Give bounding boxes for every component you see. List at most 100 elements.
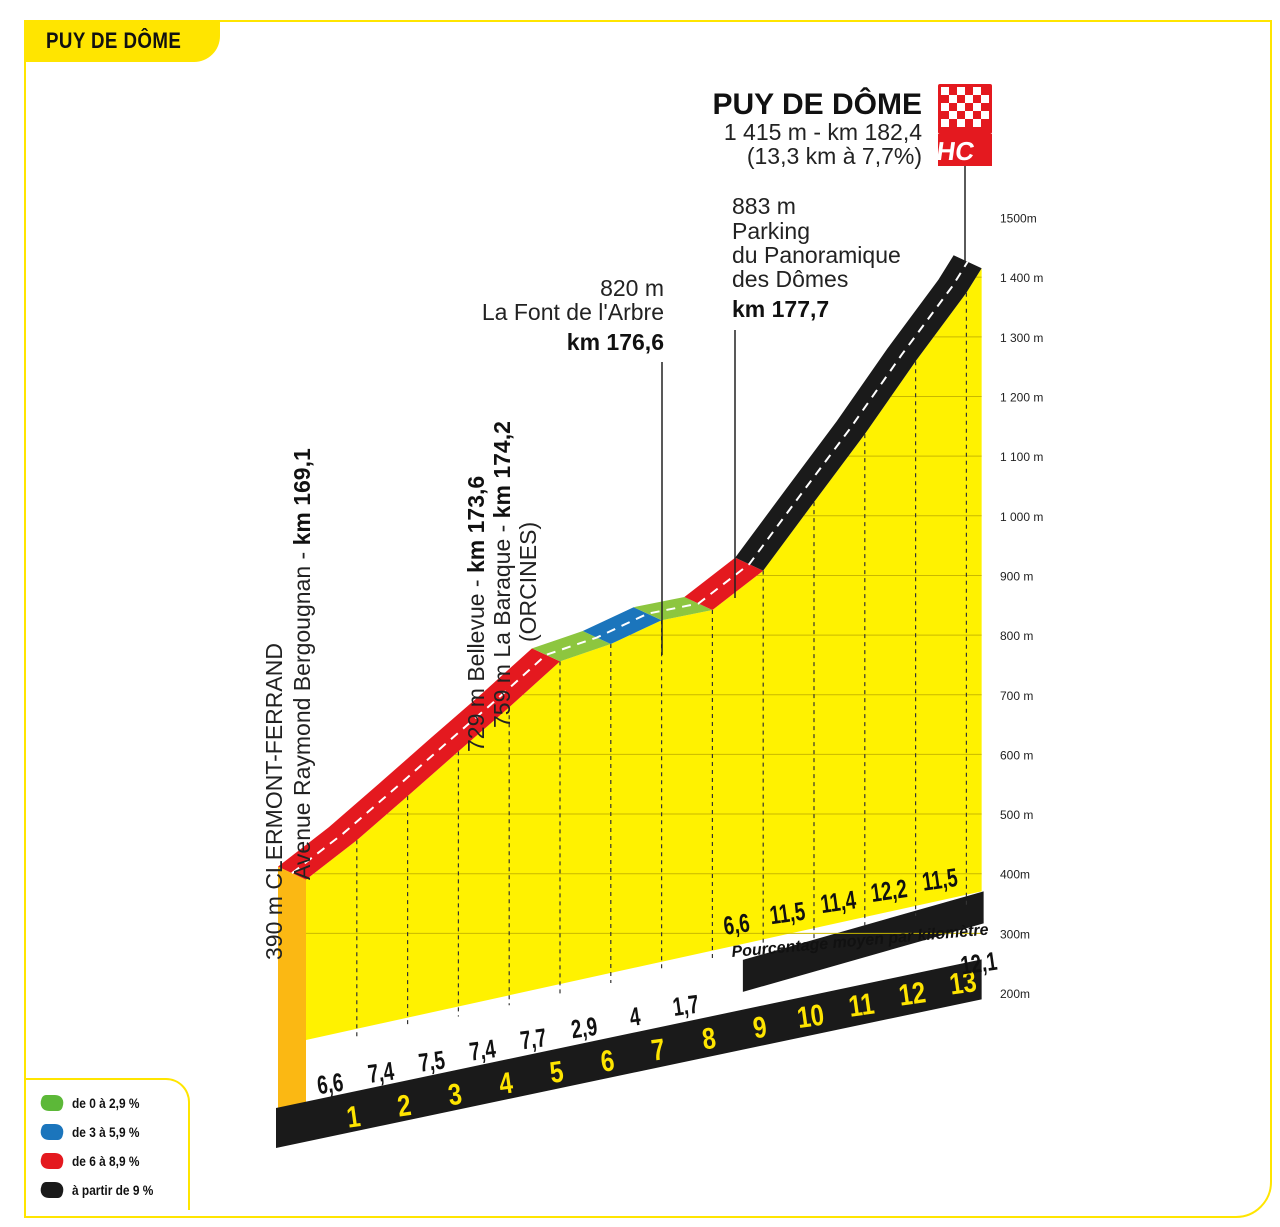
summit-altitude-km: 1 415 m - km 182,4 (724, 119, 922, 145)
flag-check (973, 87, 981, 95)
legend-swatch (37, 1095, 67, 1111)
y-tick-label: 800 m (1000, 629, 1033, 643)
km-gradient-label: 1,7 (671, 989, 701, 1022)
summit-climb-stats: (13,3 km à 7,7%) (747, 143, 922, 169)
gradient-labels: 6,6 7,4 7,5 7,4 7,7 2,9 4 1,7 6,6 11,5 11,4 12,2 11,… (315, 862, 999, 1100)
flag-check (957, 119, 965, 127)
legend-label: de 6 à 8,9 % (72, 1153, 140, 1169)
y-tick-label: 700 m (1000, 689, 1033, 703)
y-tick-label: 1500m (1000, 212, 1037, 226)
fontarbre-km: km 176,6 (567, 329, 664, 355)
km-marker: 4 (497, 1065, 515, 1101)
flag-check (981, 95, 989, 103)
road-segments (278, 255, 982, 880)
y-tick-label: 400m (1000, 868, 1030, 882)
page-title: PUY DE DÔME (46, 28, 182, 53)
flag-check (965, 95, 973, 103)
start-street: Avenue Raymond Bergougnan - km 169,1 (289, 448, 315, 880)
parking-line1: Parking (732, 218, 810, 244)
km-gradient-label: 7,4 (468, 1033, 498, 1066)
km-gradient-label: 6,6 (722, 907, 752, 940)
km-gradient-label: 2,9 (569, 1011, 599, 1044)
km-gradient-label: 12,2 (869, 873, 909, 908)
parking-km: km 177,7 (732, 296, 829, 322)
y-axis-labels: 200m 300m 400m 500 m 600 m 700 m 800 m 900 m 1 0… (1000, 212, 1043, 1001)
km-marker: 9 (751, 1009, 769, 1045)
legend: de 0 à 2,9 % de 3 à 5,9 % de 6 à 8,9 % à pa… (24, 1078, 190, 1210)
km-marker: 1 (344, 1099, 362, 1135)
flag-check (965, 111, 973, 119)
flag-check (941, 119, 949, 127)
bellevue-km: km 173,6 (463, 476, 489, 573)
km-base-strip (276, 959, 982, 1148)
legend-label: de 3 à 5,9 % (72, 1124, 140, 1140)
road-centre-line (291, 261, 969, 874)
legend-item: à partir de 9 % (37, 1179, 168, 1201)
y-tick-label: 1 200 m (1000, 391, 1043, 405)
legend-label: à partir de 9 % (72, 1182, 154, 1198)
km-marker: 13 (947, 964, 978, 1002)
km-marker: 7 (649, 1031, 667, 1067)
flag-check (957, 87, 965, 95)
y-tick-label: 300m (1000, 927, 1030, 941)
y-tick-label: 1 100 m (1000, 450, 1043, 464)
y-tick-label: 1 000 m (1000, 510, 1043, 524)
km-gradient-label: 7,5 (417, 1044, 447, 1077)
start-location: 390 m CLERMONT-FERRAND (261, 643, 287, 960)
grid-lines (306, 276, 982, 1039)
flag-check (957, 103, 965, 111)
flag-check (981, 111, 989, 119)
km-gradient-label: 6,6 (315, 1067, 345, 1100)
y-tick-label: 1 300 m (1000, 331, 1043, 345)
flag-check (973, 103, 981, 111)
km-gradient-label: 7,4 (366, 1056, 396, 1089)
start-street-text: Avenue Raymond Bergougnan - (289, 545, 315, 880)
flag-check (949, 95, 957, 103)
km-marker: 2 (395, 1087, 413, 1123)
bellevue-text: 729 m Bellevue - (463, 573, 489, 752)
summit-category: HC (935, 136, 977, 166)
baraque-label: 759 m La Baraque - km 174,2 (489, 421, 515, 728)
km-marker: 5 (548, 1054, 566, 1090)
parking-line3: des Dômes (732, 266, 848, 292)
km-gradient-label: 7,7 (518, 1022, 548, 1055)
baraque-text: 759 m La Baraque - (489, 518, 515, 728)
km-markers: 1 2 3 4 5 6 7 8 9 10 11 12 13 (344, 964, 978, 1135)
fontarbre-name: La Font de l'Arbre (482, 299, 664, 325)
bellevue-label: 729 m Bellevue - km 173,6 (463, 476, 489, 752)
y-tick-label: 1 400 m (1000, 271, 1043, 285)
flag-check (941, 103, 949, 111)
km-base-strip-right (742, 891, 984, 992)
profile-side-face (278, 866, 306, 1118)
summit-flag-icon: HC (935, 84, 992, 166)
legend-swatch (37, 1124, 67, 1140)
km-marker: 6 (598, 1043, 616, 1079)
km-marker: 3 (446, 1076, 464, 1112)
y-tick-label: 600 m (1000, 748, 1033, 762)
km-gradient-label: 12,1 (959, 946, 999, 981)
road-segment (735, 255, 982, 571)
km-marker: 8 (700, 1020, 718, 1056)
legend-item: de 6 à 8,9 % (37, 1150, 151, 1172)
summit-name: PUY DE DÔME (713, 87, 923, 121)
y-tick-label: 500 m (1000, 808, 1033, 822)
baraque-km: km 174,2 (489, 421, 515, 518)
parking-altitude: 883 m (732, 193, 796, 219)
km-gradient-label: 11,5 (768, 895, 807, 929)
legend-item: de 3 à 5,9 % (37, 1121, 151, 1143)
profile-area (306, 268, 982, 1040)
km-marker: 11 (846, 986, 876, 1023)
km-gradient-label: 4 (628, 1001, 643, 1032)
start-km: km 169,1 (289, 448, 315, 545)
flag-check (973, 119, 981, 127)
legend-swatch (37, 1153, 67, 1169)
y-tick-label: 200m (1000, 987, 1030, 1001)
km-gradient-label: 11,5 (920, 862, 959, 896)
flag-check (941, 87, 949, 95)
km-marker: 12 (897, 975, 928, 1013)
parking-line2: du Panoramique (732, 242, 901, 268)
profile-base (276, 866, 984, 1148)
km-gradient-label: 11,4 (819, 884, 859, 919)
y-tick-label: 900 m (1000, 569, 1033, 583)
